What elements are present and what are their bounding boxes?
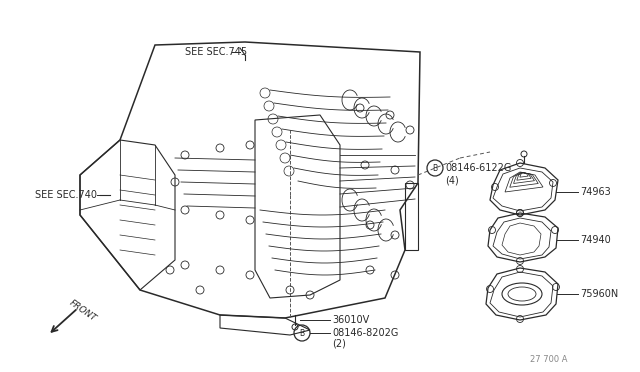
Text: B: B bbox=[300, 328, 305, 337]
Text: 74963: 74963 bbox=[580, 187, 611, 197]
Text: 08146-6122G: 08146-6122G bbox=[445, 163, 511, 173]
Text: (2): (2) bbox=[332, 338, 346, 348]
Text: 74940: 74940 bbox=[580, 235, 611, 245]
Text: 08146-8202G: 08146-8202G bbox=[332, 328, 398, 338]
Text: 27 700 A: 27 700 A bbox=[530, 356, 568, 365]
Text: SEE SEC.745: SEE SEC.745 bbox=[185, 47, 247, 57]
Text: SEE SEC.740: SEE SEC.740 bbox=[35, 190, 97, 200]
Text: 36010V: 36010V bbox=[332, 315, 369, 325]
Text: B: B bbox=[433, 164, 438, 173]
Text: 75960N: 75960N bbox=[580, 289, 618, 299]
Text: FRONT: FRONT bbox=[67, 298, 98, 323]
Text: (4): (4) bbox=[445, 175, 459, 185]
